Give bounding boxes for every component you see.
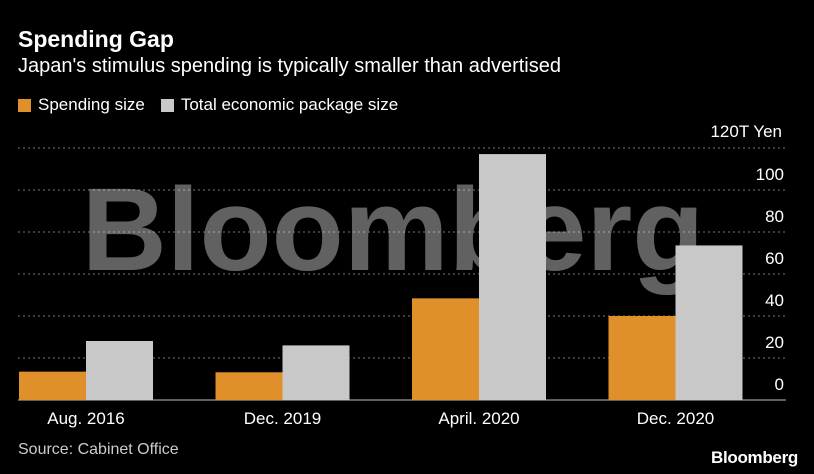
bar-total-1 (282, 345, 350, 400)
y-tick-label: 100 (756, 165, 784, 184)
legend: Spending size Total economic package siz… (18, 95, 414, 115)
watermark-text: Bloomberg (82, 164, 705, 296)
legend-swatch-spending (18, 98, 31, 112)
bloomberg-logo: Bloomberg (710, 448, 798, 467)
legend-item-total: Total economic package size (160, 95, 399, 115)
bars (19, 154, 743, 400)
bar-total-0 (86, 340, 153, 400)
x-axis-labels: Aug. 2016 Dec. 2019 April. 2020 Dec. 2020 (47, 409, 714, 428)
bar-spending-1 (215, 372, 283, 400)
x-tick-label: Aug. 2016 (47, 409, 125, 428)
y-axis-top-label: 120T Yen (710, 122, 782, 141)
legend-swatch-total (160, 98, 174, 112)
y-tick-label: 80 (765, 207, 784, 226)
y-tick-label: 40 (765, 291, 784, 310)
legend-label-total: Total economic package size (180, 95, 399, 114)
legend-label-spending: Spending size (38, 95, 145, 114)
legend-item-spending: Spending size (18, 95, 145, 115)
bar-spending-3 (608, 316, 676, 400)
chart-title: Spending Gap (18, 26, 174, 52)
y-tick-label: 60 (765, 249, 784, 268)
bar-spending-2 (412, 298, 479, 400)
bar-total-3 (675, 245, 743, 400)
x-tick-label: Dec. 2020 (637, 409, 715, 428)
bar-spending-0 (19, 371, 86, 400)
y-tick-label: 0 (775, 375, 784, 394)
x-tick-label: April. 2020 (438, 409, 519, 428)
bar-total-2 (479, 154, 546, 400)
source-note: Source: Cabinet Office (18, 441, 179, 458)
chart-subtitle: Japan's stimulus spending is typically s… (18, 55, 561, 77)
x-tick-label: Dec. 2019 (244, 409, 322, 428)
y-axis-ticks: 0 20 40 60 80 100 (756, 165, 784, 394)
y-tick-label: 20 (765, 333, 784, 352)
